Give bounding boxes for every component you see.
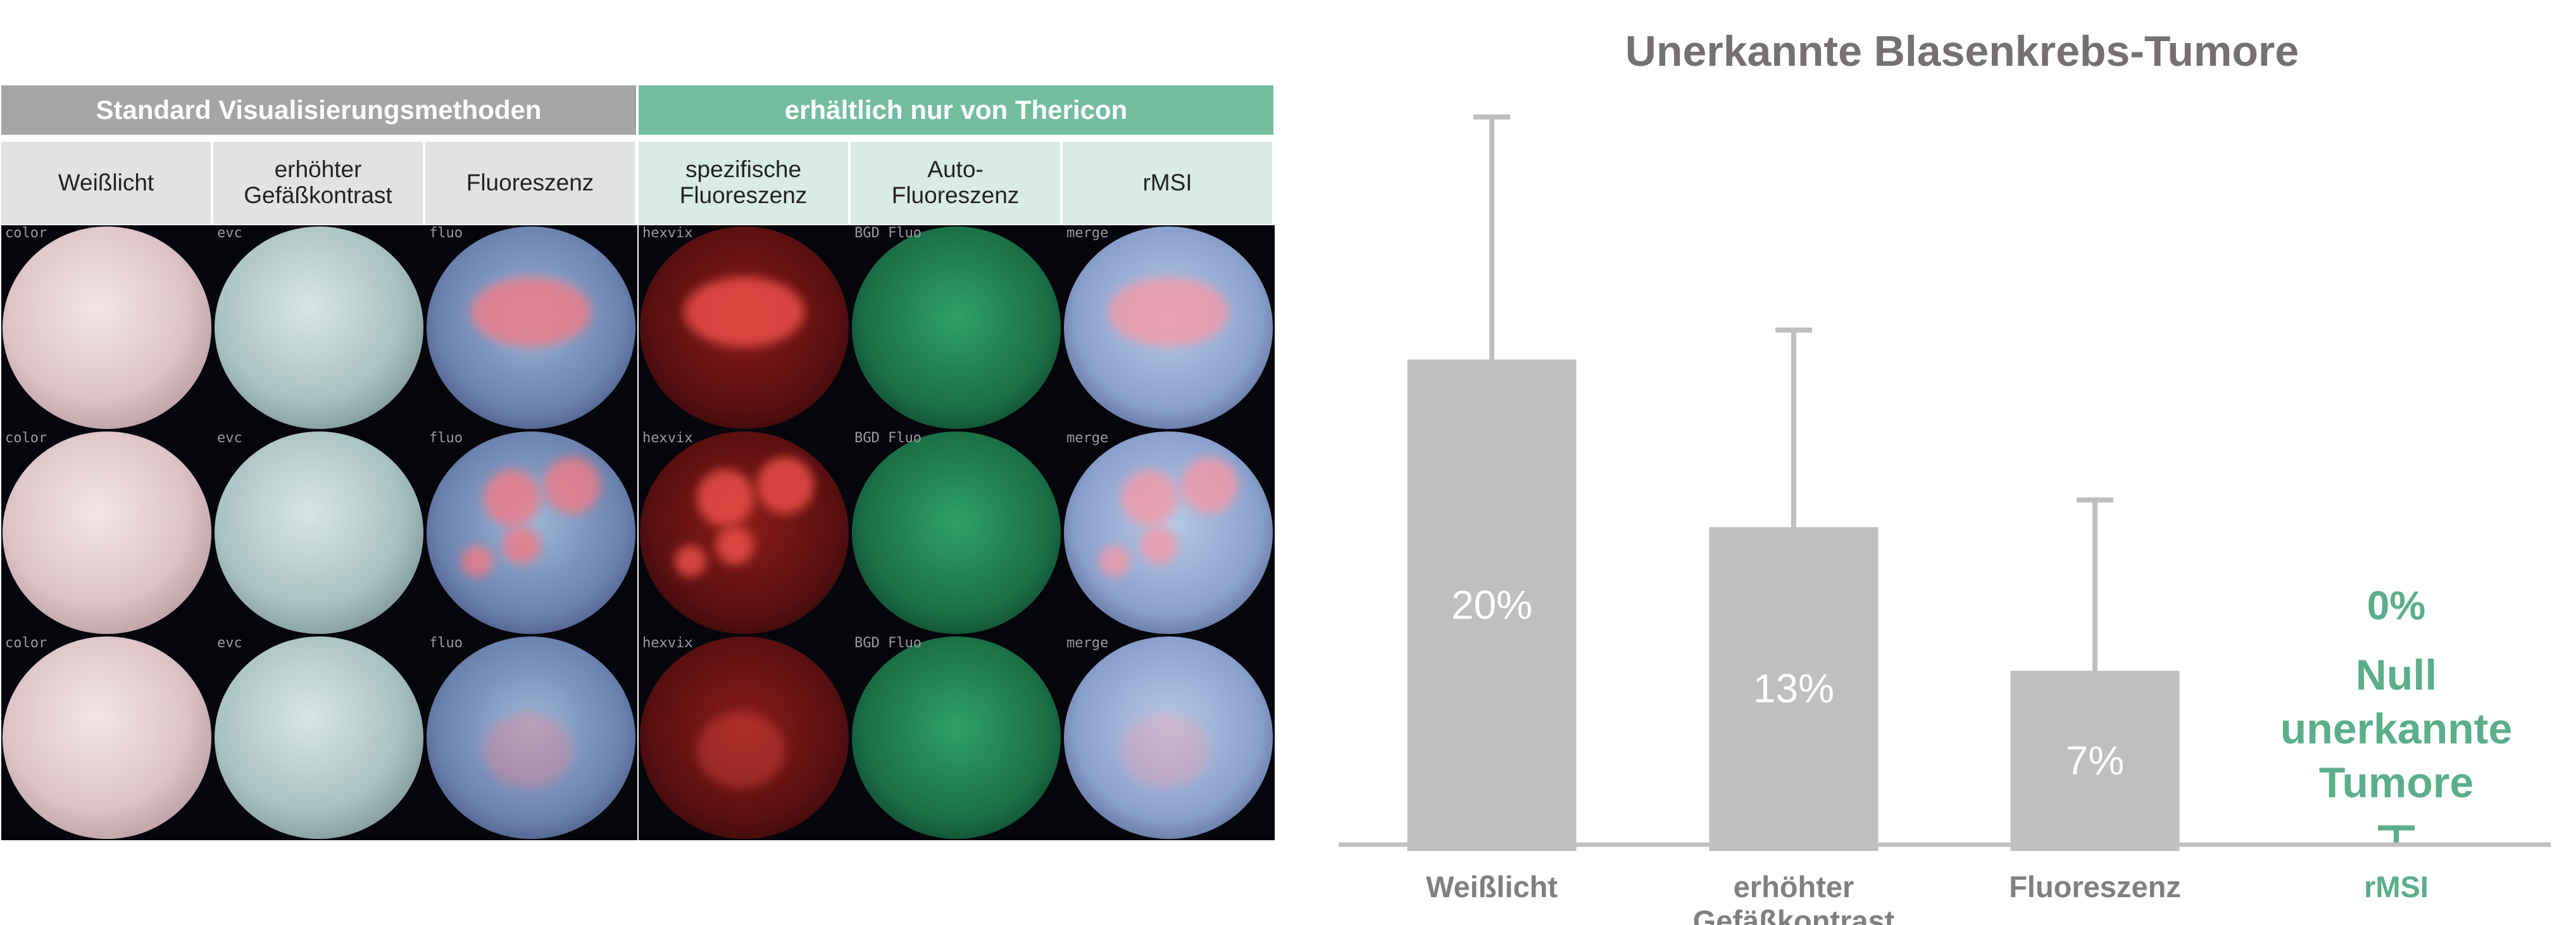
endoscopy-image: BGD Fluo xyxy=(851,430,1063,635)
image-table: Standard Visualisierungsmethoden erhältli… xyxy=(0,0,1275,848)
image-label: color xyxy=(5,430,47,446)
endoscopy-image: merge xyxy=(1063,225,1275,430)
bar xyxy=(1407,359,1577,851)
value-label: 0% xyxy=(2367,583,2426,628)
endoscopy-image: evc xyxy=(213,225,425,430)
endoscopy-image: BGD Fluo xyxy=(851,635,1063,840)
chart-title: Unerkannte Blasenkrebs-Tumore xyxy=(1625,27,2299,75)
tissue-blob xyxy=(471,277,591,347)
image-disc xyxy=(1064,431,1273,634)
image-disc xyxy=(427,636,635,839)
tissue-blob xyxy=(1099,545,1130,577)
column-header: Auto-Fluoreszenz xyxy=(851,142,1060,224)
value-label: 7% xyxy=(2065,737,2125,783)
image-disc xyxy=(640,636,849,839)
image-label: evc xyxy=(217,635,242,651)
endoscopy-image: evc xyxy=(213,430,425,635)
image-label: hexvix xyxy=(642,225,693,241)
image-disc xyxy=(215,636,423,839)
image-disc xyxy=(215,227,423,429)
column-header: rMSI xyxy=(1063,142,1272,224)
image-label: BGD Fluo xyxy=(854,225,922,241)
group-header: Standard Visualisierungsmethoden xyxy=(1,85,636,135)
image-label: fluo xyxy=(429,430,463,446)
tissue-blob xyxy=(757,457,814,514)
image-disc xyxy=(640,431,849,634)
image-disc xyxy=(427,227,635,429)
annotation: Null unerkannte Tumore xyxy=(2280,651,2513,807)
endoscopy-image: hexvix xyxy=(639,430,851,635)
column-header: Fluoreszenz xyxy=(425,142,635,224)
value-label: 20% xyxy=(1451,581,1533,628)
image-disc xyxy=(3,431,211,634)
tissue-blob xyxy=(484,712,572,788)
endoscopy-image: color xyxy=(1,635,213,840)
image-disc xyxy=(852,636,1061,839)
image-disc xyxy=(1064,636,1273,839)
column-header: Weißlicht xyxy=(1,142,211,224)
image-label: BGD Fluo xyxy=(854,635,922,651)
value-label: 13% xyxy=(1753,666,1835,712)
tissue-blob xyxy=(697,469,754,526)
bar xyxy=(2010,671,2180,851)
image-disc xyxy=(1064,227,1273,429)
image-disc xyxy=(3,636,211,839)
endoscopy-image: fluo xyxy=(425,635,637,840)
endoscopy-image: hexvix xyxy=(639,225,851,430)
image-label: fluo xyxy=(429,635,463,651)
tissue-blob xyxy=(1121,712,1210,788)
x-tick-label: Fluoreszenz xyxy=(2009,870,2181,903)
image-label: color xyxy=(5,225,47,241)
tissue-blob xyxy=(1181,457,1238,514)
bar xyxy=(1709,527,1879,852)
image-label: hexvix xyxy=(642,635,693,651)
endoscopy-image: color xyxy=(1,225,213,430)
image-label: color xyxy=(5,635,47,651)
image-label: hexvix xyxy=(642,430,693,446)
endoscopy-image: color xyxy=(1,430,213,635)
tissue-blob xyxy=(544,457,601,514)
x-tick-label: erhöhter Gefäßkontrast xyxy=(1692,870,1895,925)
x-tick-label: rMSI xyxy=(2364,870,2429,903)
image-disc xyxy=(852,431,1061,634)
column-header: spezifische Fluoreszenz xyxy=(639,142,848,224)
image-disc xyxy=(852,227,1061,429)
endoscopy-image: merge xyxy=(1063,635,1275,840)
image-disc xyxy=(640,227,849,429)
tissue-blob xyxy=(484,469,541,526)
group-header: erhältlich nur von Thericon xyxy=(639,85,1273,135)
tissue-blob xyxy=(1140,526,1178,564)
image-label: merge xyxy=(1066,635,1109,651)
x-tick-label: Weißlicht xyxy=(1425,870,1558,903)
tissue-blob xyxy=(1108,277,1229,347)
image-label: evc xyxy=(217,430,242,446)
endoscopy-image: BGD Fluo xyxy=(851,225,1063,430)
image-label: BGD Fluo xyxy=(854,430,922,446)
column-header: erhöhter Gefäßkontrast xyxy=(213,142,423,224)
endoscopy-image: fluo xyxy=(425,430,637,635)
tissue-blob xyxy=(675,545,706,577)
image-disc xyxy=(427,431,635,634)
image-label: merge xyxy=(1066,430,1109,446)
endoscopy-image: evc xyxy=(213,635,425,840)
endoscopy-image: hexvix xyxy=(639,635,851,840)
image-label: evc xyxy=(217,225,242,241)
image-label: merge xyxy=(1066,225,1109,241)
tissue-blob xyxy=(716,526,754,564)
tissue-blob xyxy=(1121,469,1178,526)
image-disc xyxy=(3,227,211,429)
tissue-blob xyxy=(503,526,541,564)
tissue-blob xyxy=(684,277,804,347)
image-disc xyxy=(215,431,423,634)
endoscopy-image: merge xyxy=(1063,430,1275,635)
tissue-blob xyxy=(697,712,785,788)
image-label: fluo xyxy=(429,225,463,241)
endoscopy-image: fluo xyxy=(425,225,637,430)
tissue-blob xyxy=(461,545,493,577)
